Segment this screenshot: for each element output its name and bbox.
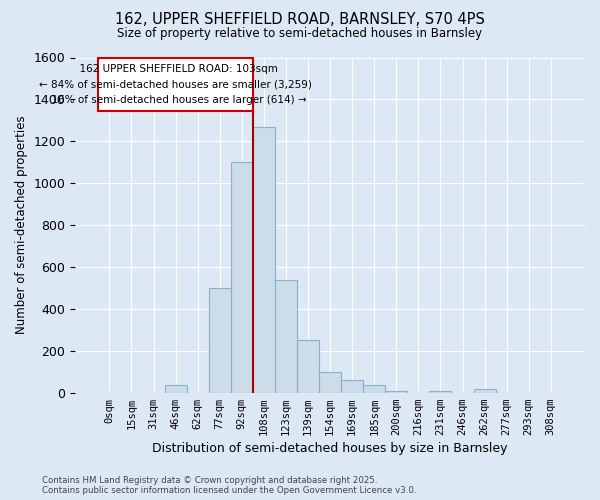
X-axis label: Distribution of semi-detached houses by size in Barnsley: Distribution of semi-detached houses by … xyxy=(152,442,508,455)
Bar xyxy=(231,162,253,392)
Bar xyxy=(253,126,275,392)
Bar xyxy=(98,58,253,111)
Bar xyxy=(164,386,187,392)
Text: 162, UPPER SHEFFIELD ROAD, BARNSLEY, S70 4PS: 162, UPPER SHEFFIELD ROAD, BARNSLEY, S70… xyxy=(115,12,485,28)
Bar xyxy=(341,380,363,392)
Text: Contains HM Land Registry data © Crown copyright and database right 2025.
Contai: Contains HM Land Registry data © Crown c… xyxy=(42,476,416,495)
Bar xyxy=(319,372,341,392)
Bar xyxy=(209,288,231,393)
Text: 162 UPPER SHEFFIELD ROAD: 103sqm
← 84% of semi-detached houses are smaller (3,25: 162 UPPER SHEFFIELD ROAD: 103sqm ← 84% o… xyxy=(39,64,312,105)
Bar xyxy=(275,280,297,392)
Text: Size of property relative to semi-detached houses in Barnsley: Size of property relative to semi-detach… xyxy=(118,28,482,40)
Bar xyxy=(385,390,407,392)
Bar xyxy=(297,340,319,392)
Y-axis label: Number of semi-detached properties: Number of semi-detached properties xyxy=(15,116,28,334)
Bar xyxy=(473,388,496,392)
Bar xyxy=(363,386,385,392)
Bar xyxy=(430,390,451,392)
